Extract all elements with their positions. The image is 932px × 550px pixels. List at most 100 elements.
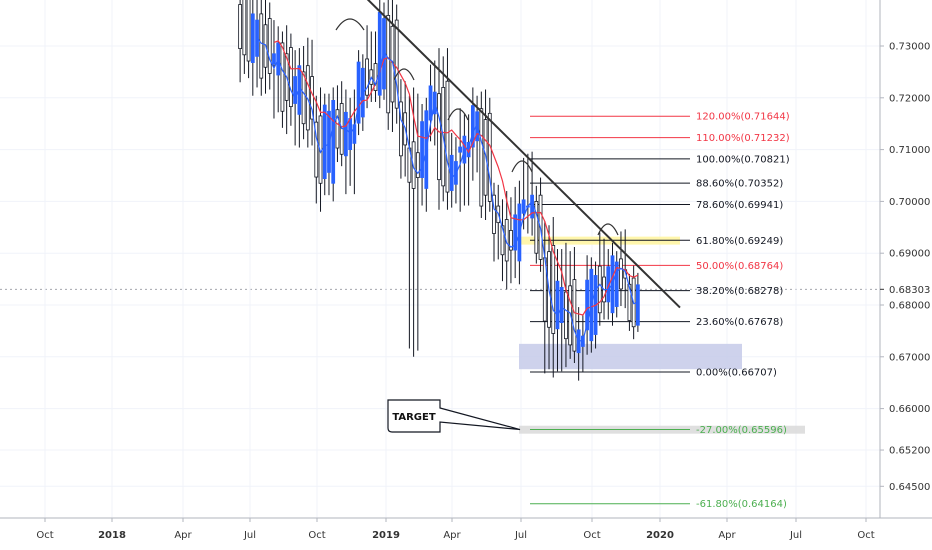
candle-body: [513, 214, 518, 251]
price-tick-label: 0.64500: [889, 482, 930, 493]
moving-averages: [256, 37, 639, 342]
candle-body: [289, 47, 293, 108]
time-tick-label: 2018: [98, 530, 126, 541]
fib-level-label: 110.00%(0.71232): [696, 133, 790, 144]
fib-level-label: 38.20%(0.68278): [696, 286, 783, 297]
candle-body: [470, 105, 475, 148]
price-tick-label: 0.71000: [889, 145, 930, 156]
time-tick-label: Oct: [36, 530, 53, 541]
current-price-label: 0.68303: [889, 285, 930, 296]
price-tick-label: 0.65200: [889, 446, 930, 457]
candle-body: [420, 121, 424, 178]
candle-body: [555, 280, 560, 330]
candle-body: [259, 13, 264, 79]
candle-body: [619, 258, 623, 290]
fib-level-label: 78.60%(0.69941): [696, 200, 783, 211]
swing-arc: [597, 223, 619, 236]
time-tick-label: Oct: [308, 530, 325, 541]
downtrend-line: [366, 0, 681, 309]
trendline[interactable]: [365, 0, 681, 309]
candle-body: [386, 15, 391, 114]
time-tick-label: Jul: [514, 530, 527, 541]
candle-body: [564, 291, 568, 340]
candle-body: [373, 63, 378, 91]
candle-body: [335, 109, 340, 149]
time-tick-label: Jul: [789, 530, 802, 541]
candle-body: [272, 53, 276, 65]
candle-body: [458, 146, 463, 153]
candle-body: [636, 284, 640, 326]
price-tick-label: 0.72000: [889, 93, 930, 104]
candle-body: [399, 101, 403, 157]
candle-body: [479, 108, 484, 207]
price-tick-label: 0.69000: [889, 249, 930, 260]
candle-body: [509, 230, 513, 251]
time-tick-label: Jul: [243, 530, 256, 541]
candle-body: [551, 245, 556, 334]
fib-level-label: 61.80%(0.69249): [696, 236, 783, 247]
price-axis[interactable]: 0.73000 0.72000 0.71000 0.70000 0.69000 0.680…: [879, 0, 930, 518]
time-tick-label: Oct: [583, 530, 600, 541]
candle-body: [597, 265, 602, 314]
candle-body: [614, 261, 619, 307]
candle-body: [530, 194, 534, 219]
candlestick-series: [238, 0, 640, 381]
candle-body: [267, 18, 272, 74]
swing-high-arcs: [335, 18, 619, 236]
candle-body: [301, 71, 306, 125]
target-callout-box: [387, 399, 521, 433]
price-tick-label: 0.67000: [889, 352, 930, 363]
candle-body: [322, 104, 327, 180]
candle-body: [415, 152, 420, 178]
chart-grid: [0, 0, 880, 518]
swing-arc: [393, 68, 415, 81]
fibonacci-retracement[interactable]: 120.00%(0.71644) 110.00%(0.71232) 100.00%(…: [530, 112, 790, 510]
candle-body: [445, 80, 450, 193]
candle-body: [293, 76, 298, 104]
swing-arc: [511, 160, 533, 173]
candle-body: [504, 219, 509, 262]
fib-level-label: 120.00%(0.71644): [696, 112, 790, 123]
price-tick-label: 0.70000: [889, 197, 930, 208]
time-axis[interactable]: Oct 2018 Apr Jul Oct 2019 Apr Jul Oct 2020 Apr Jul O…: [0, 517, 932, 541]
candle-body: [534, 200, 539, 254]
candle-body: [521, 199, 526, 214]
candle-body: [356, 61, 361, 124]
candle-body: [437, 93, 441, 181]
candle-body: [365, 58, 369, 96]
price-tick-label: 0.68000: [889, 301, 930, 312]
swing-arc: [447, 108, 469, 121]
time-tick-label: Apr: [443, 530, 461, 541]
candle-body: [314, 121, 319, 178]
target-label: TARGET: [392, 412, 436, 423]
fib-level-label: -27.00%(0.65596): [696, 425, 787, 436]
candle-body: [559, 286, 564, 324]
fib-level-label: 0.00%(0.66707): [696, 367, 777, 378]
swing-arc: [335, 18, 365, 31]
time-tick-label: 2020: [646, 530, 674, 541]
candle-body: [246, 0, 251, 62]
ma-line: [256, 37, 639, 342]
candle-body: [250, 13, 255, 63]
time-tick-label: Apr: [174, 530, 192, 541]
price-tick-label: 0.73000: [889, 42, 930, 53]
candle-body: [627, 283, 632, 321]
candle-body: [344, 111, 348, 157]
target-callout[interactable]: TARGET: [387, 399, 521, 433]
fib-level-label: -61.80%(0.64164): [696, 499, 787, 510]
candle-body: [242, 0, 247, 56]
candle-body: [238, 4, 242, 49]
candle-body: [572, 279, 577, 352]
candle-body: [585, 279, 589, 331]
price-tick-label: 0.66000: [889, 404, 930, 415]
time-tick-label: 2019: [372, 530, 400, 541]
candle-body: [500, 225, 505, 256]
time-tick-label: Apr: [718, 530, 736, 541]
fib-level-label: 100.00%(0.70821): [696, 154, 790, 165]
candle-body: [487, 112, 492, 202]
candle-body: [428, 85, 433, 121]
fib-level-label: 23.60%(0.67678): [696, 317, 783, 328]
zone-box: [519, 343, 742, 370]
candle-body: [492, 194, 496, 234]
